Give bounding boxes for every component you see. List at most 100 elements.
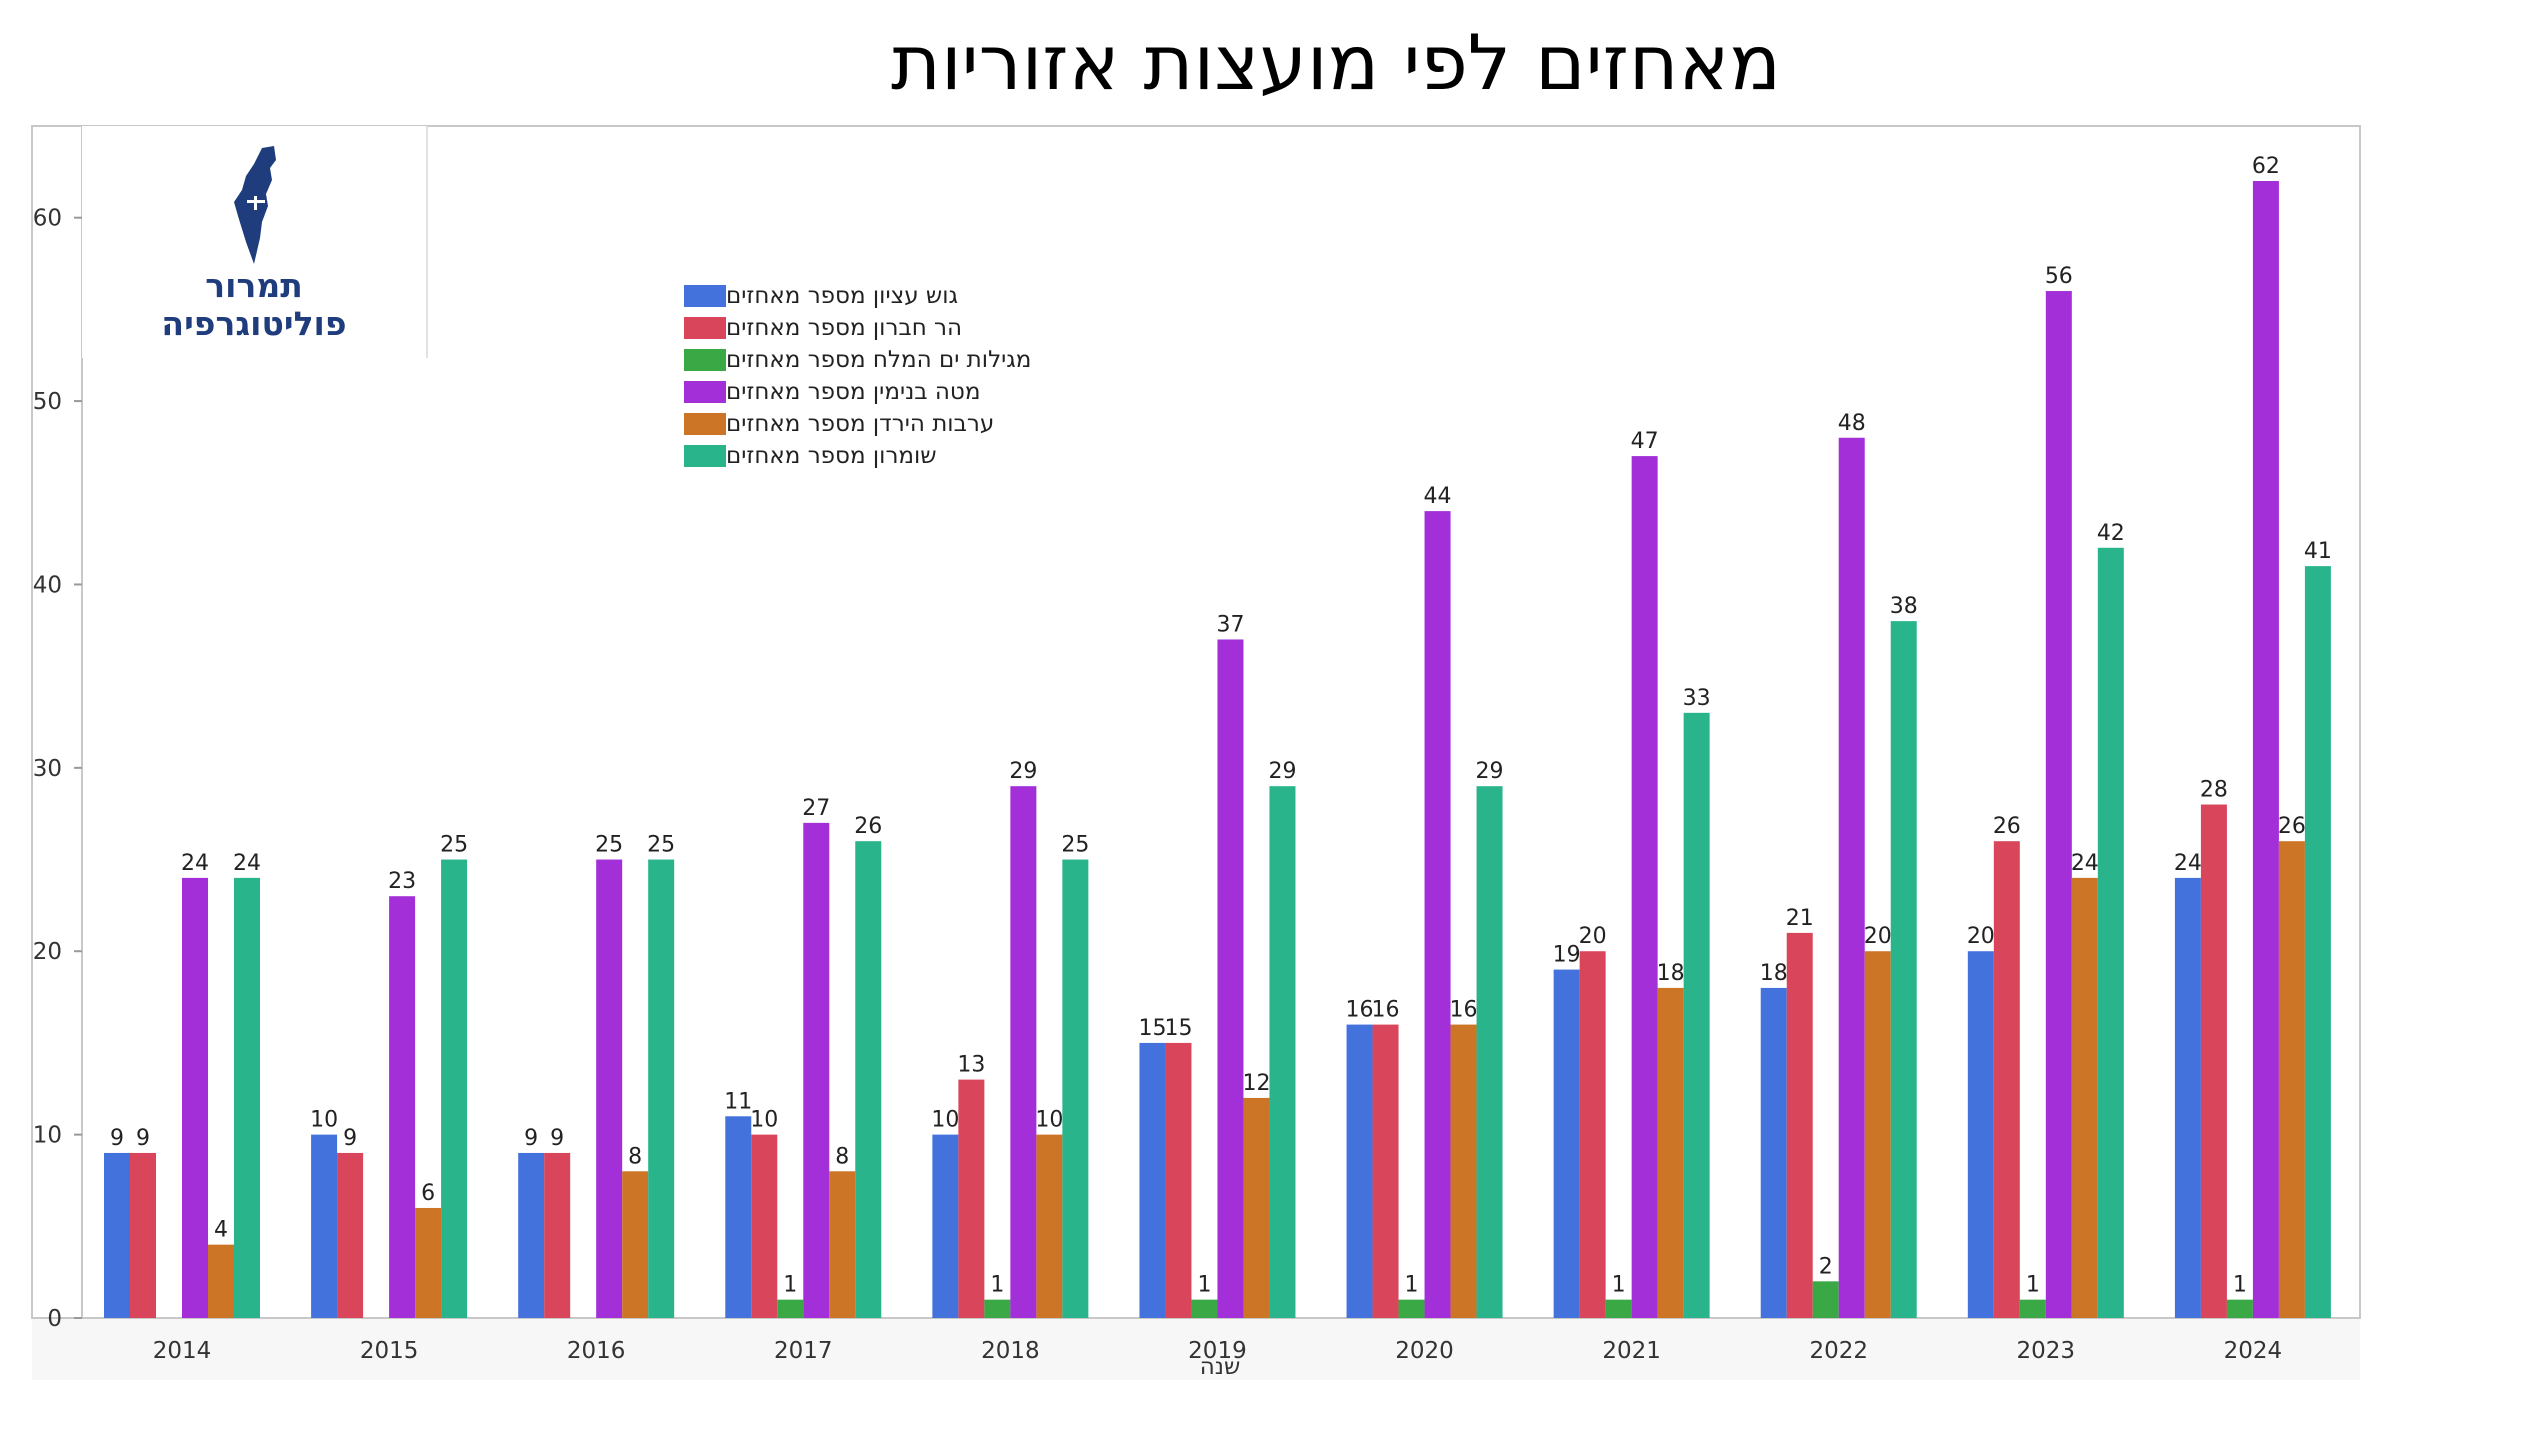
bar [1243, 1097, 1270, 1318]
bar [2304, 566, 2331, 1318]
bar-value-label: 16 [1372, 998, 1400, 1023]
bar-value-label: 2 [1819, 1254, 1833, 1279]
bar-value-label: 4 [214, 1218, 228, 1243]
x-tick-label: 2022 [1809, 1338, 1868, 1364]
bar-value-label: 16 [1346, 998, 1374, 1023]
legend-swatch [684, 285, 726, 307]
legend-item: הר חברון מספר מאחזים [676, 312, 1031, 344]
legend-item: מטה בנימין מספר מאחזים [676, 376, 1031, 408]
bar [1010, 786, 1037, 1318]
bar [1812, 1281, 1839, 1318]
bar [1165, 1042, 1192, 1318]
bar [1631, 456, 1658, 1319]
bar [441, 859, 468, 1318]
legend-swatch [684, 317, 726, 339]
legend-item: גוש עציון מספר מאחזים [676, 280, 1031, 312]
bar [648, 859, 675, 1318]
legend-item: שומרון מספר מאחזים [676, 440, 1031, 472]
bar-value-label: 29 [1476, 759, 1504, 784]
x-tick-label: 2021 [1602, 1338, 1661, 1364]
bar-value-label: 9 [110, 1126, 124, 1151]
bar-value-label: 9 [550, 1126, 564, 1151]
bar-value-label: 12 [1242, 1071, 1270, 1096]
legend: גוש עציון מספר מאחזים הר חברון מספר מאחזי… [676, 280, 1031, 472]
legend-label: גוש עציון מספר מאחזים [726, 283, 958, 309]
bar [958, 1079, 985, 1318]
bar [751, 1134, 778, 1318]
bar [1269, 786, 1296, 1318]
bar-value-label: 1 [1612, 1273, 1626, 1298]
bar-value-label: 1 [1405, 1273, 1419, 1298]
bar-value-label: 23 [388, 869, 416, 894]
bar-value-label: 1 [2233, 1273, 2247, 1298]
bar-value-label: 42 [2097, 521, 2125, 546]
bar [1424, 511, 1451, 1319]
bar [2174, 877, 2201, 1318]
bar-value-label: 10 [931, 1108, 959, 1133]
bar-value-label: 15 [1164, 1016, 1192, 1041]
bar [984, 1299, 1011, 1318]
bar [2226, 1299, 2253, 1318]
bar [1657, 987, 1684, 1318]
y-tick-label: 50 [33, 389, 62, 415]
bar-value-label: 20 [1579, 924, 1607, 949]
bar-value-label: 37 [1216, 612, 1244, 637]
bar-value-label: 9 [343, 1126, 357, 1151]
bar-value-label: 15 [1138, 1016, 1166, 1041]
y-tick-label: 30 [33, 756, 62, 782]
x-tick-label: 2019 [1188, 1338, 1247, 1364]
bar [389, 896, 416, 1318]
bar [2071, 877, 2098, 1318]
bar [1062, 859, 1089, 1318]
legend-item: מגילות ים המלח מספר מאחזים [676, 344, 1031, 376]
bar-value-label: 10 [750, 1108, 778, 1133]
bar [622, 1171, 649, 1318]
logo-line2: פוליטוגרפיה [161, 304, 347, 343]
bar-value-label: 1 [1197, 1273, 1211, 1298]
x-tick-label: 2016 [567, 1338, 626, 1364]
bar-value-label: 6 [421, 1181, 435, 1206]
bar-value-label: 20 [1967, 924, 1995, 949]
bar [829, 1171, 856, 1318]
bar-value-label: 1 [783, 1273, 797, 1298]
bar-value-label: 56 [2045, 264, 2073, 289]
bar-value-label: 1 [990, 1273, 1004, 1298]
bar-value-label: 25 [647, 833, 675, 858]
legend-label: ערבות הירדן מספר מאחזים [726, 411, 995, 437]
bar-value-label: 21 [1786, 906, 1814, 931]
bar-value-label: 26 [854, 814, 882, 839]
legend-swatch [684, 381, 726, 403]
bar-value-label: 10 [1035, 1108, 1063, 1133]
bar-value-label: 24 [2071, 851, 2099, 876]
y-tick-label: 40 [33, 572, 62, 598]
bar-value-label: 10 [310, 1108, 338, 1133]
legend-label: הר חברון מספר מאחזים [726, 315, 963, 341]
bar [1864, 951, 1891, 1318]
bar [2252, 181, 2279, 1318]
bar [1372, 1024, 1399, 1318]
bar [1476, 786, 1503, 1318]
y-tick-label: 10 [33, 1123, 62, 1149]
bar [1450, 1024, 1477, 1318]
bar [1036, 1134, 1063, 1318]
y-tick-label: 0 [47, 1306, 62, 1332]
logo: תמרור פוליטוגרפיה [82, 126, 428, 358]
bar-value-label: 24 [2174, 851, 2202, 876]
bar [337, 1152, 364, 1318]
bar-value-label: 41 [2304, 539, 2332, 564]
bar-value-label: 26 [2278, 814, 2306, 839]
bar [2097, 547, 2124, 1318]
x-tick-label: 2024 [2224, 1338, 2283, 1364]
bar-value-label: 29 [1009, 759, 1037, 784]
bar-value-label: 20 [1864, 924, 1892, 949]
bar-value-label: 25 [1061, 833, 1089, 858]
legend-swatch [684, 413, 726, 435]
bar-value-label: 24 [233, 851, 261, 876]
bar [544, 1152, 571, 1318]
bar [1890, 621, 1917, 1318]
bar-value-label: 9 [136, 1126, 150, 1151]
bar [311, 1134, 338, 1318]
bar-value-label: 1 [2026, 1273, 2040, 1298]
